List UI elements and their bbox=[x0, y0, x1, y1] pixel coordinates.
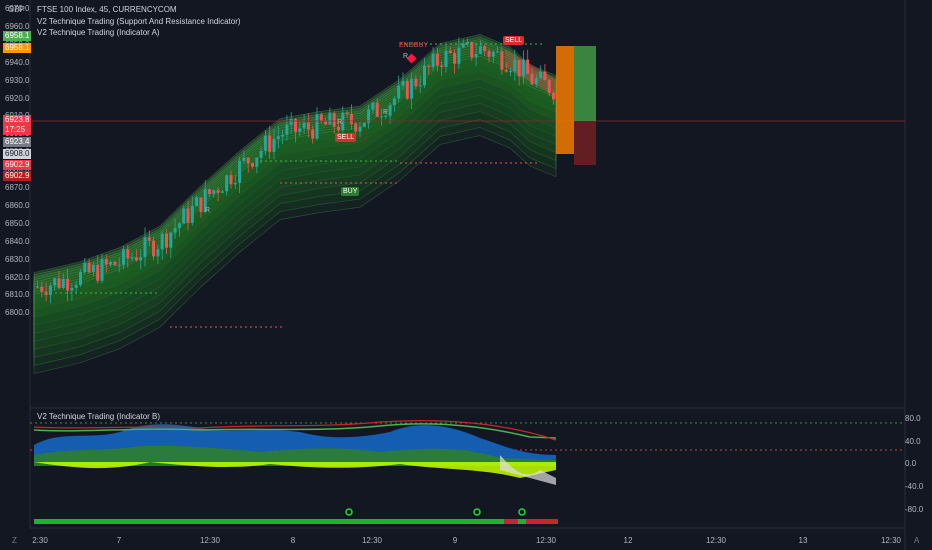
price-tick-label: 6920.0 bbox=[5, 93, 30, 103]
time-tick-label: 2:30 bbox=[32, 536, 48, 545]
price-tick-label: 6870.0 bbox=[5, 183, 30, 192]
buy-signal-tag: BUY bbox=[341, 187, 360, 196]
symbol-title[interactable]: FTSE 100 Index, 45, CURRENCYCOM bbox=[37, 5, 177, 14]
indicator-legend-2[interactable]: V2 Technique Trading (Indicator A) bbox=[37, 28, 160, 37]
price-tick-label: 6960.0 bbox=[5, 21, 30, 31]
time-tick-label: 7 bbox=[116, 536, 122, 545]
r-mark: R bbox=[205, 207, 211, 214]
price-tick-label: 6940.0 bbox=[5, 57, 30, 67]
r-mark: R bbox=[337, 119, 343, 126]
r-mark: R bbox=[403, 53, 409, 60]
price-tick-label: 6840.0 bbox=[5, 236, 30, 246]
oscillator-tick-label: -40.0 bbox=[905, 482, 924, 491]
oscillator-tick-label: 40.0 bbox=[905, 437, 921, 446]
time-tick-label: 9 bbox=[452, 536, 458, 545]
time-tick-label: 12:30 bbox=[880, 536, 902, 545]
time-tick-label: 12:30 bbox=[535, 536, 557, 545]
position-tool bbox=[556, 46, 596, 165]
oscillator-tick-label: 80.0 bbox=[905, 414, 921, 423]
price-badge: 6923.8 bbox=[3, 115, 31, 125]
price-badge: 6958.1 bbox=[3, 31, 31, 41]
indicator-legend-3[interactable]: V2 Technique Trading (Indicator B) bbox=[37, 412, 161, 421]
sell-signal-tag-2: SELL bbox=[503, 36, 525, 45]
time-tick-label: 12 bbox=[623, 536, 633, 545]
candlestick-series bbox=[36, 37, 555, 304]
price-badge: 6902.9 bbox=[3, 171, 31, 181]
time-tick-label: 13 bbox=[798, 536, 808, 545]
time-tick-label: 8 bbox=[290, 536, 296, 545]
trend-state-bar bbox=[34, 508, 558, 524]
price-tick-label: 6850.0 bbox=[5, 218, 30, 228]
currency-label: GBP bbox=[8, 5, 25, 14]
moving-average-ribbon bbox=[33, 34, 557, 375]
price-tick-label: 6930.0 bbox=[5, 75, 30, 85]
price-tick-label: 6970.0 bbox=[5, 4, 30, 13]
endbuy-signal-tag: ENDBUY bbox=[399, 42, 429, 49]
price-badge: 6923.4 bbox=[3, 137, 31, 147]
r-mark: R bbox=[383, 109, 389, 116]
auto-scale-button[interactable]: A bbox=[914, 536, 920, 545]
price-tick-label: 6800.0 bbox=[5, 308, 30, 318]
price-badge: 6902.9 bbox=[3, 160, 31, 170]
price-tick-label: 6810.0 bbox=[5, 290, 30, 300]
sell-signal-tag: SELL bbox=[335, 133, 357, 142]
price-tick-label: 6830.0 bbox=[5, 254, 30, 264]
price-badge: 6958.1 bbox=[3, 43, 31, 53]
price-tick-label: 6860.0 bbox=[5, 200, 30, 210]
oscillator-tick-label: -80.0 bbox=[905, 505, 924, 514]
oscillator-tick-label: 0.0 bbox=[905, 459, 917, 468]
price-badge: 6908.0 bbox=[3, 149, 31, 159]
time-tick-label: 12:30 bbox=[361, 536, 383, 545]
indicator-legend-1[interactable]: V2 Technique Trading (Support And Resist… bbox=[37, 17, 241, 26]
timezone-button[interactable]: Z bbox=[12, 536, 17, 545]
time-tick-label: 12:30 bbox=[199, 536, 221, 545]
price-tick-label: 6820.0 bbox=[5, 272, 30, 282]
time-tick-label: 12:30 bbox=[705, 536, 727, 545]
price-badge: 17:25 bbox=[3, 125, 31, 135]
